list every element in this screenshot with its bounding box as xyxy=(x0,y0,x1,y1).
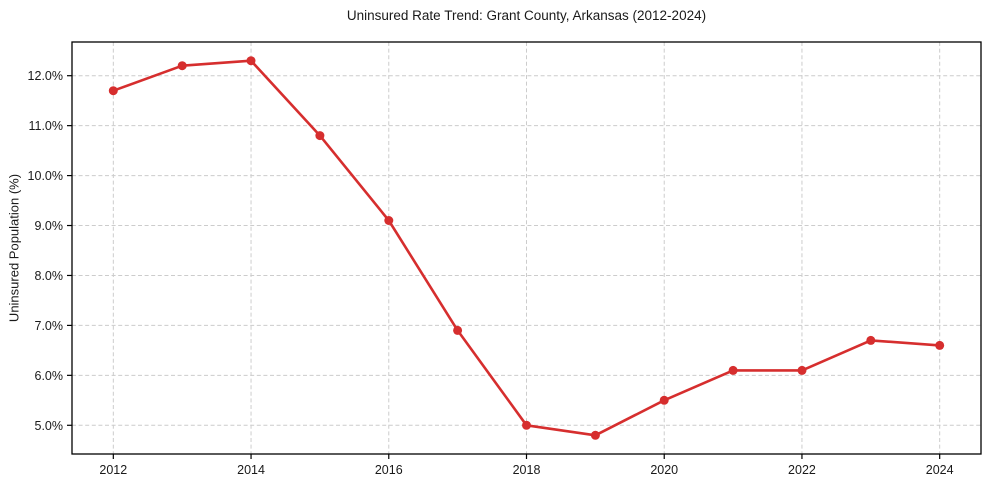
data-point xyxy=(935,340,945,350)
data-point xyxy=(384,216,394,225)
x-tick-label: 2016 xyxy=(375,463,403,477)
y-tick-label: 6.0% xyxy=(35,369,64,383)
y-tick-label: 5.0% xyxy=(35,419,64,433)
y-tick-label: 7.0% xyxy=(35,319,64,333)
data-point xyxy=(522,420,531,430)
x-tick-label: 2018 xyxy=(513,463,541,477)
x-tick-label: 2012 xyxy=(99,463,127,477)
data-point xyxy=(246,56,256,66)
y-tick-label: 11.0% xyxy=(28,119,63,133)
data-point xyxy=(315,131,325,141)
data-point xyxy=(728,365,738,375)
y-tick-label: 12.0% xyxy=(28,69,63,83)
data-point xyxy=(108,86,118,96)
y-tick-label: 8.0% xyxy=(35,269,64,283)
x-tick-label: 2022 xyxy=(788,463,816,477)
data-point xyxy=(590,430,600,440)
x-tick-label: 2014 xyxy=(237,463,265,477)
data-point xyxy=(177,61,187,71)
data-point xyxy=(453,325,463,335)
y-tick-label: 9.0% xyxy=(35,219,64,233)
y-tick-label: 10.0% xyxy=(28,169,63,183)
data-point xyxy=(866,335,876,345)
data-point xyxy=(659,395,669,405)
x-tick-label: 2024 xyxy=(926,463,954,477)
x-tick-label: 2020 xyxy=(650,463,678,477)
chart-title: Uninsured Rate Trend: Grant County, Arka… xyxy=(346,8,707,23)
data-point xyxy=(797,365,807,375)
